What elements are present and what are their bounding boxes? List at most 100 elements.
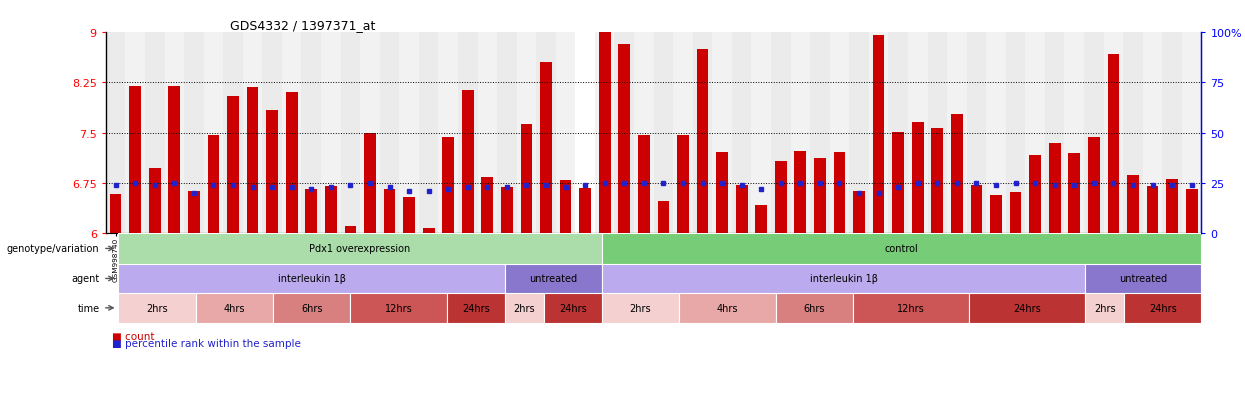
Bar: [263, 33, 281, 233]
Bar: [1182, 33, 1201, 233]
Bar: [928, 33, 947, 233]
Bar: [911, 123, 924, 233]
Text: untreated: untreated: [529, 274, 578, 284]
Bar: [517, 33, 537, 233]
Bar: [615, 33, 634, 233]
Bar: [505, 293, 544, 323]
Bar: [1127, 175, 1139, 233]
Bar: [1108, 55, 1119, 233]
Text: GDS4332 / 1397371_at: GDS4332 / 1397371_at: [230, 19, 376, 32]
Text: control: control: [885, 244, 919, 254]
Text: 2hrs: 2hrs: [1094, 303, 1116, 313]
Bar: [118, 233, 601, 264]
Bar: [1045, 33, 1064, 233]
Bar: [1163, 33, 1182, 233]
Bar: [208, 135, 219, 233]
Bar: [345, 227, 356, 233]
Bar: [380, 33, 400, 233]
Bar: [810, 33, 829, 233]
Text: 2hrs: 2hrs: [146, 303, 168, 313]
Text: 12hrs: 12hrs: [898, 303, 925, 313]
Bar: [149, 169, 161, 233]
Bar: [889, 33, 908, 233]
Bar: [350, 293, 447, 323]
Bar: [1123, 33, 1143, 233]
Bar: [364, 133, 376, 233]
Bar: [834, 152, 845, 233]
Bar: [126, 33, 144, 233]
Bar: [601, 233, 1201, 264]
Bar: [168, 87, 181, 233]
Bar: [462, 91, 473, 233]
Text: 12hrs: 12hrs: [385, 303, 412, 313]
Bar: [1026, 33, 1045, 233]
Bar: [243, 33, 263, 233]
Bar: [791, 33, 810, 233]
Bar: [188, 192, 199, 233]
Bar: [400, 33, 418, 233]
Bar: [966, 33, 986, 233]
Bar: [1167, 179, 1178, 233]
Bar: [540, 63, 552, 233]
Bar: [321, 33, 341, 233]
Bar: [223, 33, 243, 233]
Bar: [1084, 33, 1103, 233]
Text: ■ count: ■ count: [112, 331, 154, 341]
Text: 6hrs: 6hrs: [804, 303, 825, 313]
Bar: [341, 33, 360, 233]
Bar: [555, 33, 575, 233]
Bar: [537, 33, 555, 233]
Bar: [118, 264, 505, 293]
Bar: [776, 293, 853, 323]
Bar: [1088, 138, 1099, 233]
Bar: [1086, 293, 1124, 323]
Bar: [677, 136, 688, 233]
Bar: [637, 135, 650, 233]
Bar: [853, 293, 970, 323]
Bar: [579, 189, 591, 233]
Bar: [986, 33, 1006, 233]
Bar: [771, 33, 791, 233]
Text: Pdx1 overexpression: Pdx1 overexpression: [310, 244, 411, 254]
Bar: [575, 33, 595, 233]
Text: interleukin 1β: interleukin 1β: [278, 274, 346, 284]
Bar: [1143, 33, 1163, 233]
Bar: [849, 33, 869, 233]
Text: 24hrs: 24hrs: [462, 303, 491, 313]
Bar: [360, 33, 380, 233]
Text: genotype/variation: genotype/variation: [7, 244, 100, 254]
Bar: [118, 293, 195, 323]
Bar: [575, 33, 595, 233]
Bar: [442, 138, 454, 233]
Bar: [601, 264, 1086, 293]
Bar: [1064, 33, 1084, 233]
Bar: [595, 33, 615, 233]
Bar: [908, 33, 928, 233]
Bar: [869, 33, 889, 233]
Bar: [1010, 192, 1021, 233]
Text: 6hrs: 6hrs: [301, 303, 322, 313]
Bar: [1147, 187, 1158, 233]
Bar: [1048, 143, 1061, 233]
Text: agent: agent: [71, 274, 100, 284]
Bar: [110, 195, 122, 233]
Bar: [736, 185, 747, 233]
Bar: [286, 93, 298, 233]
Bar: [680, 293, 776, 323]
Bar: [184, 33, 204, 233]
Bar: [657, 202, 670, 233]
Bar: [893, 133, 904, 233]
Bar: [505, 264, 601, 293]
Text: 4hrs: 4hrs: [717, 303, 738, 313]
Bar: [418, 33, 438, 233]
Text: interleukin 1β: interleukin 1β: [809, 274, 878, 284]
Bar: [560, 180, 571, 233]
Bar: [716, 152, 728, 233]
Bar: [971, 185, 982, 233]
Bar: [106, 33, 126, 233]
Bar: [478, 33, 497, 233]
Bar: [520, 124, 533, 233]
Bar: [1068, 153, 1081, 233]
Bar: [438, 33, 458, 233]
Bar: [129, 86, 141, 233]
